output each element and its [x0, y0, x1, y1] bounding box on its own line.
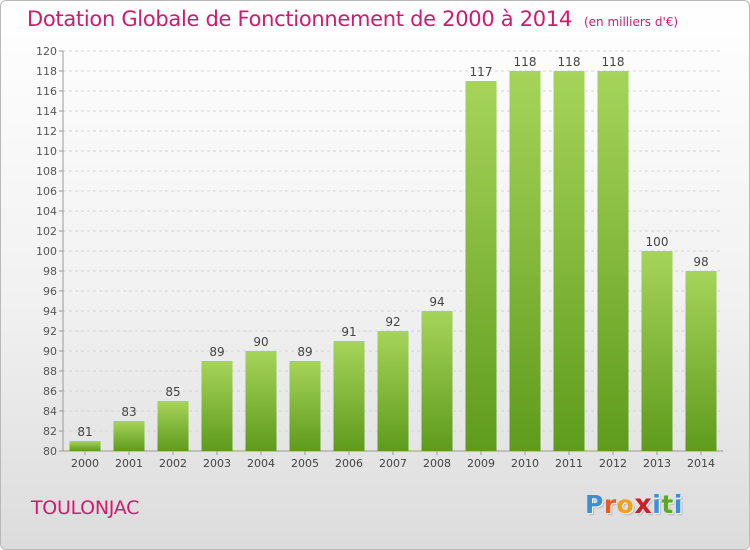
x-tick-label: 2011 — [555, 457, 583, 470]
y-tick-label: 98 — [43, 265, 57, 278]
chart-unit: (en milliers d'€) — [583, 15, 679, 29]
bar-2014 — [685, 271, 717, 451]
data-label: 83 — [121, 405, 136, 419]
bar-2012 — [597, 71, 629, 451]
bar-2011 — [553, 71, 585, 451]
data-label: 118 — [514, 55, 537, 69]
chart-title: Dotation Globale de Fonctionnement de 20… — [27, 7, 678, 31]
data-label: 90 — [253, 335, 268, 349]
bar-2007 — [377, 331, 409, 451]
y-tick-label: 120 — [36, 45, 57, 58]
y-tick-label: 112 — [36, 125, 57, 138]
x-tick-label: 2003 — [203, 457, 231, 470]
labels: 81 2000 83 2001 85 2002 89 2003 90 2004 89 2005 91 20… — [71, 55, 715, 470]
y-tick-label: 106 — [36, 185, 57, 198]
x-tick-label: 2001 — [115, 457, 143, 470]
logo-letter: o — [616, 490, 635, 519]
y-tick-label: 102 — [36, 225, 57, 238]
x-tick-label: 2002 — [159, 457, 187, 470]
logo-letter: i — [652, 490, 662, 519]
x-tick-label: 2012 — [599, 457, 627, 470]
bar-2003 — [201, 361, 233, 451]
logo-letter: i — [673, 490, 683, 519]
y-tick-label: 114 — [36, 105, 57, 118]
y-tick-label: 86 — [43, 385, 57, 398]
x-tick-label: 2004 — [247, 457, 275, 470]
data-label: 94 — [429, 295, 444, 309]
x-tick-label: 2000 — [71, 457, 99, 470]
data-label: 85 — [165, 385, 180, 399]
bar-2002 — [157, 401, 189, 451]
x-tick-label: 2010 — [511, 457, 539, 470]
bar-2006 — [333, 341, 365, 451]
bar-2010 — [509, 71, 541, 451]
data-label: 89 — [297, 345, 312, 359]
data-label: 118 — [602, 55, 625, 69]
y-tick-label: 92 — [43, 325, 57, 338]
logo-letter: r — [603, 490, 617, 519]
y-tick-label: 94 — [43, 305, 57, 318]
y-tick-label: 100 — [36, 245, 57, 258]
data-label: 118 — [558, 55, 581, 69]
commune-name: TOULONJAC — [31, 497, 140, 519]
data-label: 91 — [341, 325, 356, 339]
data-label: 81 — [77, 425, 92, 439]
x-tick-label: 2007 — [379, 457, 407, 470]
bar-2009 — [465, 81, 497, 451]
data-label: 100 — [646, 235, 669, 249]
logo-letter: x — [634, 489, 653, 520]
bar-2004 — [245, 351, 277, 451]
data-label: 92 — [385, 315, 400, 329]
x-tick-label: 2006 — [335, 457, 363, 470]
bars — [69, 71, 717, 451]
bar-2008 — [421, 311, 453, 451]
y-tick-label: 118 — [36, 65, 57, 78]
axes: 80 82 84 86 88 90 92 94 96 98 100 102 104 106 108 110 11… — [36, 45, 723, 458]
y-tick-label: 84 — [43, 405, 57, 418]
y-tick-label: 80 — [43, 445, 57, 458]
x-tick-label: 2014 — [687, 457, 715, 470]
y-tick-label: 88 — [43, 365, 57, 378]
y-tick-label: 96 — [43, 285, 57, 298]
data-label: 117 — [470, 65, 493, 79]
bar-2005 — [289, 361, 321, 451]
y-tick-label: 116 — [36, 85, 57, 98]
proxiti-logo: Proxiti — [585, 489, 683, 520]
x-tick-label: 2005 — [291, 457, 319, 470]
x-tick-label: 2013 — [643, 457, 671, 470]
y-tick-label: 110 — [36, 145, 57, 158]
y-tick-label: 82 — [43, 425, 57, 438]
bar-2013 — [641, 251, 673, 451]
bar-2001 — [113, 421, 145, 451]
chart-title-text: Dotation Globale de Fonctionnement de 20… — [27, 7, 572, 31]
logo-letter: t — [661, 490, 674, 519]
data-label: 89 — [209, 345, 224, 359]
data-label: 98 — [693, 255, 708, 269]
bar-2000 — [69, 441, 101, 451]
x-tick-label: 2008 — [423, 457, 451, 470]
x-tick-label: 2009 — [467, 457, 495, 470]
y-tick-label: 90 — [43, 345, 57, 358]
logo-letter: P — [585, 490, 604, 519]
y-tick-label: 108 — [36, 165, 57, 178]
y-tick-label: 104 — [36, 205, 57, 218]
